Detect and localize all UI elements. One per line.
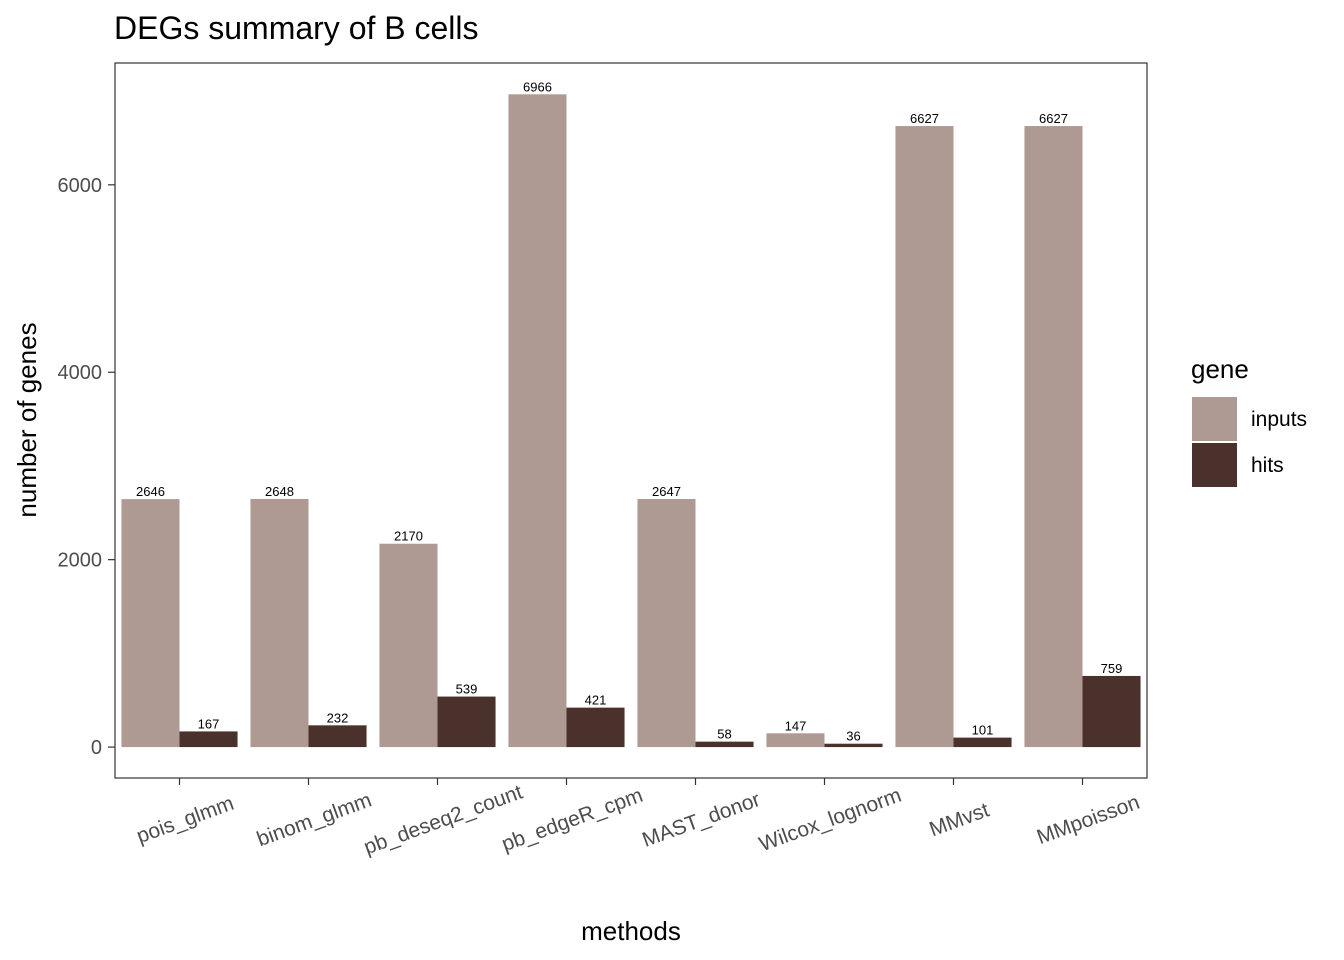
data-label-hits-binom_glmm: 232 <box>327 710 349 725</box>
y-tick-label-0: 0 <box>91 737 102 759</box>
bar-inputs-MMvst <box>895 126 954 748</box>
data-label-inputs-MMpoisson: 6627 <box>1039 111 1068 126</box>
y-tick-label-2000: 2000 <box>58 550 103 572</box>
data-label-hits-pois_glmm: 167 <box>198 716 220 731</box>
x-tick-label-MMpoisson: MMpoisson <box>1034 791 1143 849</box>
x-tick-label-MAST_donor: MAST_donor <box>639 788 763 852</box>
legend-key-inputs <box>1192 397 1237 441</box>
data-label-hits-MMpoisson: 759 <box>1101 661 1123 676</box>
x-tick-label-Wilcox_lognorm: Wilcox_lognorm <box>756 784 904 857</box>
y-axis-title: number of genes <box>12 322 42 517</box>
y-tick-label-4000: 4000 <box>58 362 103 384</box>
x-tick-label-pb_deseq2_count: pb_deseq2_count <box>361 780 526 859</box>
data-label-inputs-pois_glmm: 2646 <box>136 484 165 499</box>
x-axis-title: methods <box>581 916 681 946</box>
legend-key-hits <box>1192 443 1237 487</box>
bar-hits-pb_edgeR_cpm <box>566 707 625 748</box>
data-label-inputs-pb_deseq2_count: 2170 <box>394 529 423 544</box>
legend: gene inputs hits <box>1191 354 1307 487</box>
data-label-hits-pb_deseq2_count: 539 <box>456 682 478 697</box>
data-label-inputs-pb_edgeR_cpm: 6966 <box>523 79 552 94</box>
plot-area: 2646 167 pois_glmm 2648 232 binom_glmm 2170 539… <box>58 62 1148 859</box>
data-label-hits-Wilcox_lognorm: 36 <box>846 729 860 744</box>
bar-hits-pb_deseq2_count <box>437 696 496 748</box>
legend-label-hits: hits <box>1251 454 1284 477</box>
bar-inputs-pb_deseq2_count <box>379 543 438 748</box>
data-label-inputs-MAST_donor: 2647 <box>652 484 681 499</box>
bar-hits-MMvst <box>953 737 1012 748</box>
data-label-inputs-binom_glmm: 2648 <box>265 484 294 499</box>
chart-title: DEGs summary of B cells <box>114 10 479 46</box>
bar-hits-MMpoisson <box>1082 675 1141 748</box>
x-tick-label-MMvst: MMvst <box>926 798 992 841</box>
data-label-inputs-Wilcox_lognorm: 147 <box>785 718 807 733</box>
bar-inputs-pb_edgeR_cpm <box>508 94 567 748</box>
bar-inputs-pois_glmm <box>121 499 180 748</box>
y-tick-label-6000: 6000 <box>58 175 103 197</box>
bar-hits-pois_glmm <box>179 731 238 748</box>
bar-hits-binom_glmm <box>308 725 367 748</box>
data-label-hits-MAST_donor: 58 <box>717 727 731 742</box>
legend-title: gene <box>1191 354 1249 384</box>
bar-inputs-binom_glmm <box>250 498 309 748</box>
x-tick-label-binom_glmm: binom_glmm <box>254 789 375 852</box>
bar-inputs-MAST_donor <box>637 499 696 748</box>
data-label-hits-pb_edgeR_cpm: 421 <box>585 693 607 708</box>
bar-inputs-Wilcox_lognorm <box>766 733 825 748</box>
data-label-hits-MMvst: 101 <box>972 723 994 738</box>
bar-inputs-MMpoisson <box>1024 126 1083 748</box>
x-tick-label-pois_glmm: pois_glmm <box>134 792 237 848</box>
bar-hits-Wilcox_lognorm <box>824 743 883 748</box>
legend-label-inputs: inputs <box>1251 408 1307 431</box>
bar-hits-MAST_donor <box>695 741 754 748</box>
data-label-inputs-MMvst: 6627 <box>910 111 939 126</box>
